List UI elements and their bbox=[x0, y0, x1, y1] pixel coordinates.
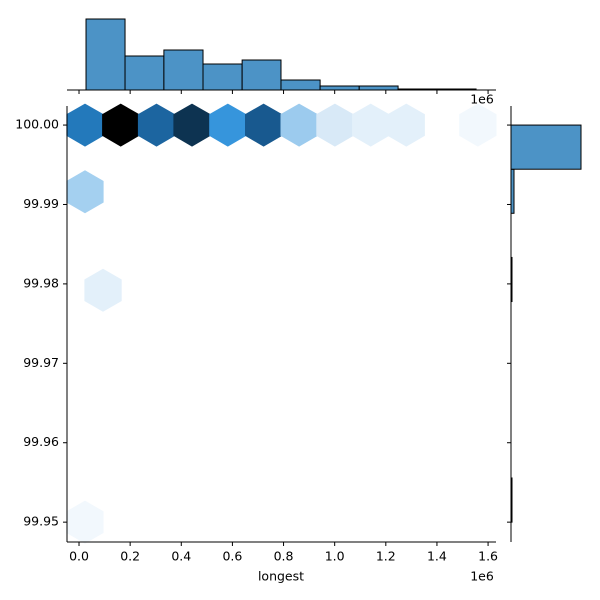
x-tick-label: 0.2 bbox=[120, 549, 140, 564]
x-hist-bar bbox=[202, 63, 243, 91]
x-hist-bar bbox=[319, 85, 360, 91]
x-hist-bar bbox=[358, 85, 399, 91]
x-offset-label: 1e6 bbox=[470, 569, 494, 584]
hex bbox=[245, 103, 283, 147]
hex bbox=[459, 103, 497, 147]
x-tick-label: 1.0 bbox=[325, 549, 345, 564]
x-tick-label: 1.4 bbox=[427, 549, 447, 564]
x-tick-label: 0.0 bbox=[69, 549, 89, 564]
x-offset-label-top: 1e6 bbox=[470, 92, 494, 107]
hex bbox=[66, 500, 104, 544]
y-tick-label: 99.97 bbox=[23, 355, 59, 370]
hex bbox=[352, 103, 390, 147]
x-hist-bar bbox=[280, 79, 321, 91]
y-tick-label: 99.95 bbox=[23, 514, 59, 529]
x-tick-label: 0.6 bbox=[222, 549, 242, 564]
y-tick-label: 100.00 bbox=[15, 117, 59, 132]
x-axis-label: longest bbox=[258, 569, 304, 584]
x-tick-label: 0.4 bbox=[171, 549, 191, 564]
hex bbox=[316, 103, 354, 147]
hex bbox=[137, 103, 176, 147]
x-tick-label: 0.8 bbox=[274, 549, 294, 564]
hex bbox=[387, 103, 425, 147]
x-hist-bar bbox=[241, 59, 282, 91]
y-tick-label: 99.99 bbox=[23, 196, 59, 211]
hex bbox=[102, 103, 140, 147]
hex bbox=[66, 170, 104, 214]
y-tick-label: 99.98 bbox=[23, 275, 59, 290]
x-hist-bar bbox=[124, 55, 165, 91]
hex bbox=[280, 103, 318, 147]
x-hist-bar bbox=[163, 49, 204, 91]
hex bbox=[209, 103, 247, 147]
x-tick-label: 1.2 bbox=[376, 549, 396, 564]
y-tick-label: 99.96 bbox=[23, 434, 59, 449]
hex bbox=[84, 268, 122, 312]
x-tick-label: 1.6 bbox=[478, 549, 498, 564]
y-hist-bar bbox=[510, 124, 582, 170]
hex bbox=[173, 103, 211, 147]
hex bbox=[66, 103, 104, 147]
x-hist-bar bbox=[85, 18, 126, 91]
